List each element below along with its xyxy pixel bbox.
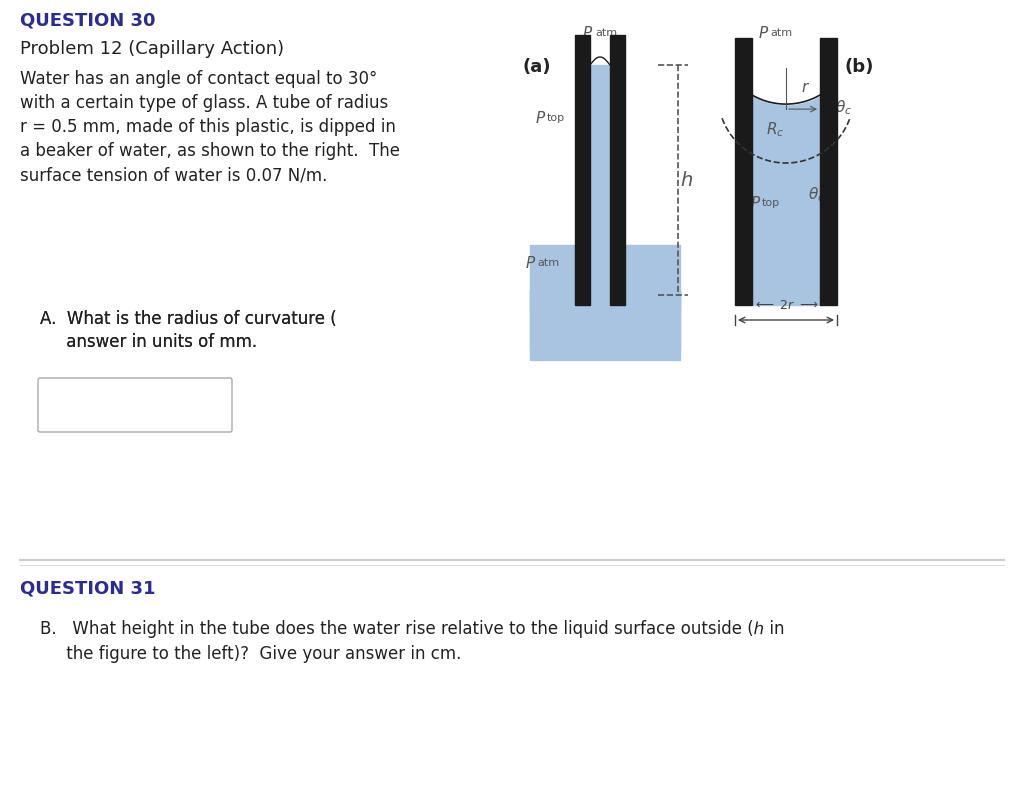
Bar xyxy=(590,245,610,300)
Text: $r$: $r$ xyxy=(801,80,810,95)
Text: $P$: $P$ xyxy=(758,25,769,41)
Text: $\longleftarrow$ 2$r$ $\longrightarrow$: $\longleftarrow$ 2$r$ $\longrightarrow$ xyxy=(754,299,819,312)
Bar xyxy=(752,95,820,305)
Text: the figure to the left)?  Give your answer in cm.: the figure to the left)? Give your answe… xyxy=(40,645,462,663)
Text: r = 0.5 mm, made of this plastic, is dipped in: r = 0.5 mm, made of this plastic, is dip… xyxy=(20,118,396,136)
Text: $R_c$: $R_c$ xyxy=(766,120,784,138)
Text: atm: atm xyxy=(770,28,793,38)
Text: top: top xyxy=(762,198,780,208)
Text: (b): (b) xyxy=(845,58,874,76)
Text: B.   What height in the tube does the water rise relative to the liquid surface : B. What height in the tube does the wate… xyxy=(40,620,784,638)
Bar xyxy=(530,290,680,350)
FancyBboxPatch shape xyxy=(38,378,232,432)
Text: surface tension of water is 0.07 N/m.: surface tension of water is 0.07 N/m. xyxy=(20,166,328,184)
Text: QUESTION 31: QUESTION 31 xyxy=(20,580,156,598)
Text: A.  What is the radius of curvature (: A. What is the radius of curvature ( xyxy=(40,310,337,328)
Text: $P$: $P$ xyxy=(525,255,537,271)
Bar xyxy=(575,35,590,305)
Bar xyxy=(530,245,680,300)
Text: A.  What is the radius of curvature (: A. What is the radius of curvature ( xyxy=(40,310,337,328)
Text: $P$: $P$ xyxy=(535,110,546,126)
Bar xyxy=(610,35,625,305)
Text: $P$: $P$ xyxy=(750,195,761,211)
Text: (a): (a) xyxy=(522,58,551,76)
Text: answer in units of mm.: answer in units of mm. xyxy=(40,333,257,351)
Text: $P$: $P$ xyxy=(582,25,593,41)
Text: with a certain type of glass. A tube of radius: with a certain type of glass. A tube of … xyxy=(20,94,388,112)
Text: $\theta_c$: $\theta_c$ xyxy=(835,98,852,117)
Text: $\theta_c$: $\theta_c$ xyxy=(808,185,825,204)
Text: answer in units of mm.: answer in units of mm. xyxy=(40,333,257,351)
Bar xyxy=(590,65,610,305)
Text: Water has an angle of contact equal to 30°: Water has an angle of contact equal to 3… xyxy=(20,70,378,88)
Bar xyxy=(530,290,680,310)
Bar xyxy=(735,38,752,305)
Text: $h$: $h$ xyxy=(680,171,693,189)
Text: atm: atm xyxy=(537,258,559,268)
Text: QUESTION 30: QUESTION 30 xyxy=(20,12,156,30)
Text: atm: atm xyxy=(595,28,617,38)
Bar xyxy=(530,300,680,360)
Text: Problem 12 (Capillary Action): Problem 12 (Capillary Action) xyxy=(20,40,284,58)
Text: top: top xyxy=(547,113,565,123)
Text: a beaker of water, as shown to the right.  The: a beaker of water, as shown to the right… xyxy=(20,142,400,160)
Bar xyxy=(820,38,837,305)
